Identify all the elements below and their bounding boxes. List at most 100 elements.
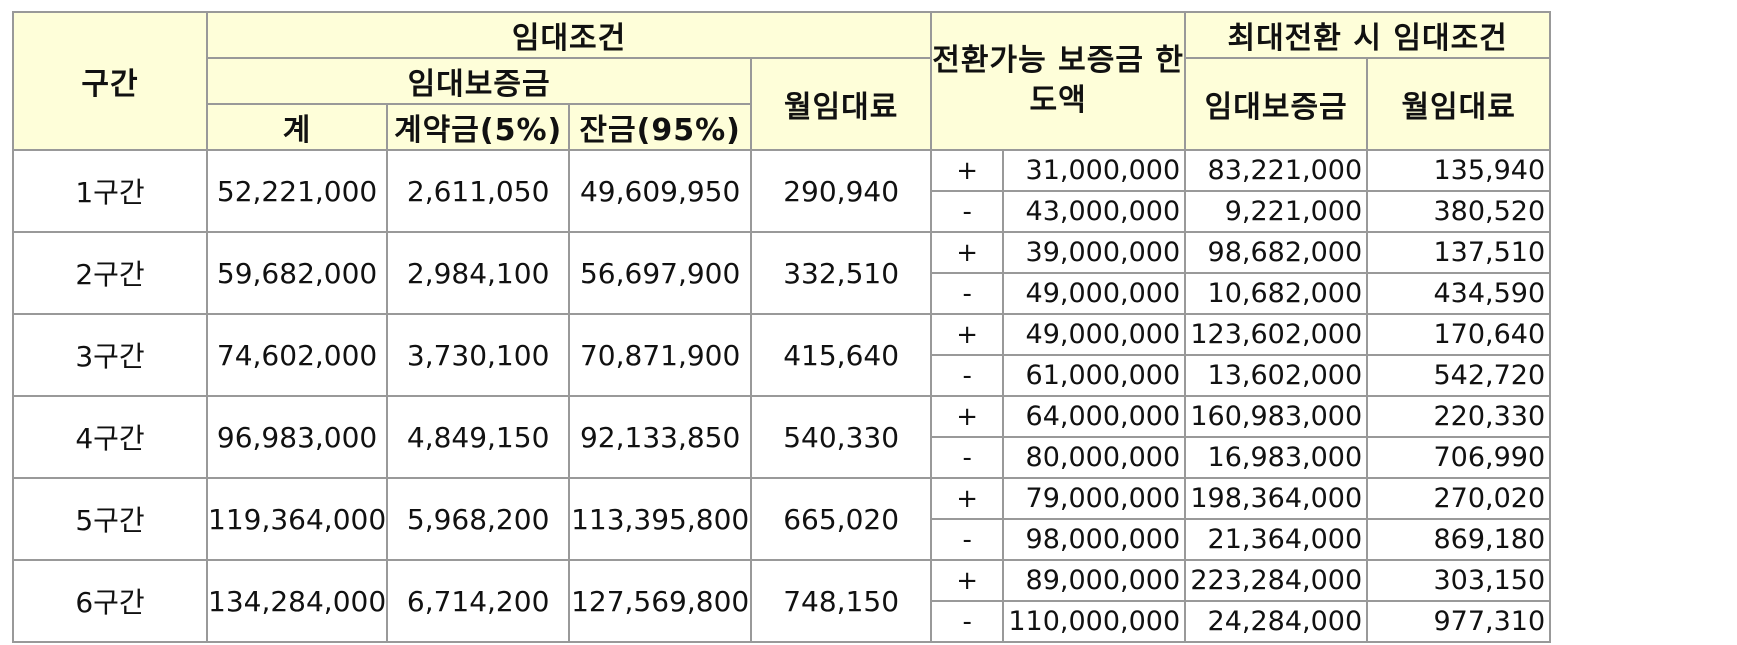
conversion-sign-cell: + — [930, 149, 1005, 192]
max-deposit-cell: 223,284,000 — [1184, 559, 1369, 602]
conversion-sign-cell: + — [930, 231, 1005, 274]
conversion-sign-cell: - — [930, 190, 1005, 233]
header-deposit-total: 계 — [205, 103, 389, 151]
conversion-sign-cell: - — [930, 272, 1005, 315]
conversion-limit-cell: 79,000,000 — [1002, 477, 1187, 520]
conversion-limit-cell: 31,000,000 — [1002, 149, 1187, 192]
table-row: - 49,000,000 10,682,000 434,590 — [13, 272, 1552, 315]
header-convertible-limit: 전환가능 보증금 한도액 — [930, 11, 1187, 151]
table-row: 5구간 119,364,000 5,968,200 113,395,800 66… — [12, 477, 1552, 561]
conversion-sign-cell: - — [930, 354, 1005, 397]
conversion-sign-cell: - — [930, 518, 1005, 561]
header-lease-terms: 임대조건 — [205, 11, 933, 59]
monthly-rent-cell: 540,330 — [750, 395, 933, 479]
contract-fee-cell: 3,730,100 — [386, 313, 571, 397]
deposit-total-cell: 134,284,000 — [205, 559, 389, 643]
max-rent-cell: 977,310 — [1366, 600, 1552, 643]
table-row: 4구간 96,983,000 4,849,150 92,133,850 540,… — [12, 395, 1552, 479]
conversion-sign-cell: + — [930, 477, 1005, 520]
header-section: 구간 — [12, 11, 208, 151]
max-rent-cell: 135,940 — [1366, 149, 1552, 192]
max-deposit-cell: 13,602,000 — [1184, 354, 1369, 397]
max-rent-cell: 869,180 — [1366, 518, 1552, 561]
max-rent-cell: 137,510 — [1366, 231, 1552, 274]
monthly-rent-cell: 748,150 — [750, 559, 933, 643]
header-max-deposit: 임대보증금 — [1184, 57, 1369, 151]
max-deposit-cell: 160,983,000 — [1184, 395, 1369, 438]
monthly-rent-cell: 332,510 — [750, 231, 933, 315]
max-deposit-cell: 10,682,000 — [1184, 272, 1369, 315]
table-row: - 43,000,000 9,221,000 380,520 — [13, 190, 1552, 233]
table-row: 3구간 74,602,000 3,730,100 70,871,900 415,… — [12, 313, 1552, 397]
max-deposit-cell: 24,284,000 — [1184, 600, 1369, 643]
lease-conditions-table: 구간 임대조건 전환가능 보증금 한도액 최대전환 시 임대조건 임대보증금 월… — [12, 11, 1552, 643]
max-rent-cell: 434,590 — [1366, 272, 1552, 315]
max-deposit-cell: 9,221,000 — [1184, 190, 1369, 233]
max-deposit-cell: 83,221,000 — [1184, 149, 1369, 192]
conversion-limit-cell: 98,000,000 — [1002, 518, 1187, 561]
conversion-limit-cell: 110,000,000 — [1002, 600, 1187, 643]
conversion-limit-cell: 61,000,000 — [1002, 354, 1187, 397]
balance-cell: 49,609,950 — [568, 149, 753, 233]
section-cell: 4구간 — [12, 395, 208, 479]
contract-fee-cell: 4,849,150 — [386, 395, 571, 479]
balance-cell: 56,697,900 — [568, 231, 753, 315]
conversion-sign-cell: + — [930, 559, 1005, 602]
conversion-sign-cell: + — [930, 395, 1005, 438]
max-rent-cell: 706,990 — [1366, 436, 1552, 479]
header-balance: 잔금(95%) — [568, 103, 753, 151]
balance-cell: 70,871,900 — [568, 313, 753, 397]
max-rent-cell: 303,150 — [1366, 559, 1552, 602]
conversion-sign-cell: - — [930, 436, 1005, 479]
table-body: 1구간 52,221,000 2,611,050 49,609,950 290,… — [12, 149, 1552, 643]
contract-fee-cell: 6,714,200 — [386, 559, 571, 643]
deposit-total-cell: 119,364,000 — [205, 477, 389, 561]
conversion-limit-cell: 80,000,000 — [1002, 436, 1187, 479]
section-cell: 6구간 — [12, 559, 208, 643]
conversion-limit-cell: 43,000,000 — [1002, 190, 1187, 233]
max-rent-cell: 542,720 — [1366, 354, 1552, 397]
conversion-limit-cell: 49,000,000 — [1002, 313, 1187, 356]
header-contract-fee: 계약금(5%) — [386, 103, 571, 151]
monthly-rent-cell: 665,020 — [750, 477, 933, 561]
deposit-total-cell: 96,983,000 — [205, 395, 389, 479]
table-row: - 61,000,000 13,602,000 542,720 — [13, 354, 1552, 397]
max-rent-cell: 270,020 — [1366, 477, 1552, 520]
header-monthly-rent: 월임대료 — [750, 57, 933, 151]
max-deposit-cell: 198,364,000 — [1184, 477, 1369, 520]
table-row: - 98,000,000 21,364,000 869,180 — [13, 518, 1552, 561]
table-row: 1구간 52,221,000 2,611,050 49,609,950 290,… — [12, 149, 1552, 233]
contract-fee-cell: 5,968,200 — [386, 477, 571, 561]
header-deposit: 임대보증금 — [205, 57, 753, 105]
table-row: 2구간 59,682,000 2,984,100 56,697,900 332,… — [12, 231, 1552, 315]
section-cell: 3구간 — [12, 313, 208, 397]
max-deposit-cell: 16,983,000 — [1184, 436, 1369, 479]
balance-cell: 113,395,800 — [568, 477, 753, 561]
conversion-limit-cell: 39,000,000 — [1002, 231, 1187, 274]
deposit-total-cell: 74,602,000 — [205, 313, 389, 397]
monthly-rent-cell: 415,640 — [750, 313, 933, 397]
section-cell: 5구간 — [12, 477, 208, 561]
balance-cell: 127,569,800 — [568, 559, 753, 643]
table-row: - 110,000,000 24,284,000 977,310 — [13, 600, 1552, 643]
header-max-monthly-rent: 월임대료 — [1366, 57, 1552, 151]
max-rent-cell: 170,640 — [1366, 313, 1552, 356]
monthly-rent-cell: 290,940 — [750, 149, 933, 233]
max-rent-cell: 380,520 — [1366, 190, 1552, 233]
header-max-conversion-terms: 최대전환 시 임대조건 — [1184, 11, 1552, 59]
contract-fee-cell: 2,984,100 — [386, 231, 571, 315]
conversion-limit-cell: 64,000,000 — [1002, 395, 1187, 438]
balance-cell: 92,133,850 — [568, 395, 753, 479]
max-deposit-cell: 21,364,000 — [1184, 518, 1369, 561]
conversion-limit-cell: 89,000,000 — [1002, 559, 1187, 602]
table-row: - 80,000,000 16,983,000 706,990 — [13, 436, 1552, 479]
contract-fee-cell: 2,611,050 — [386, 149, 571, 233]
conversion-sign-cell: - — [930, 600, 1005, 643]
max-rent-cell: 220,330 — [1366, 395, 1552, 438]
max-deposit-cell: 98,682,000 — [1184, 231, 1369, 274]
section-cell: 1구간 — [12, 149, 208, 233]
section-cell: 2구간 — [12, 231, 208, 315]
max-deposit-cell: 123,602,000 — [1184, 313, 1369, 356]
conversion-limit-cell: 49,000,000 — [1002, 272, 1187, 315]
table-row: 6구간 134,284,000 6,714,200 127,569,800 74… — [12, 559, 1552, 643]
